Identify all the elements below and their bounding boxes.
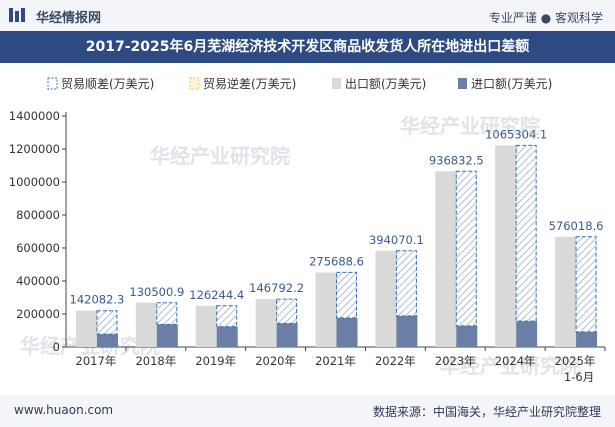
y-tick-label: 0 xyxy=(53,340,60,354)
x-tick-label: 2022年 xyxy=(375,354,416,368)
surplus-value-label: 126244.4 xyxy=(189,288,244,302)
import-bar xyxy=(276,323,298,347)
surplus-value-label: 936832.5 xyxy=(429,153,484,167)
data-labels: 142082.3 130500.9 126244.4 146792.2 275688.6… xyxy=(70,127,604,306)
surplus-value-label: 146792.2 xyxy=(249,281,304,295)
legend-label: 贸易顺差(万美元) xyxy=(61,77,154,91)
slogan: 专业严谨 ● 客观科学 xyxy=(488,11,603,25)
surplus-value-label: 1065304.1 xyxy=(485,127,547,141)
legend-item: 出口额(万美元) xyxy=(332,77,426,91)
y-tick-label: 600000 xyxy=(16,241,60,255)
export-bar xyxy=(555,236,577,347)
x-tick-label: 2019年 xyxy=(195,354,236,368)
surplus-bar xyxy=(336,271,357,319)
export-bar xyxy=(315,272,337,347)
surplus-value-label: 142082.3 xyxy=(70,293,125,307)
bars xyxy=(75,144,598,347)
import-bar xyxy=(456,325,478,347)
chart-svg: 华经产业研究院华经产业研究院华经产业研究院华经产业研究院 贸易顺差(万美元)贸易… xyxy=(9,76,606,384)
export-bar xyxy=(195,305,217,347)
y-tick-label: 800000 xyxy=(16,208,60,222)
x-tick-label: 2024年 xyxy=(495,354,536,368)
x-tick-label: 2017年 xyxy=(76,354,117,368)
x-tick-label: 2020年 xyxy=(255,354,296,368)
y-tick-label: 1000000 xyxy=(9,175,60,189)
legend-swatch xyxy=(458,78,467,89)
x-tick-label: 2023年 xyxy=(435,354,476,368)
watermark-text: 华经产业研究院 xyxy=(150,144,290,168)
x-tick-label: 2021年 xyxy=(315,354,356,368)
x-tick-label: 2018年 xyxy=(135,354,176,368)
import-bar xyxy=(96,334,118,347)
surplus-bar xyxy=(276,298,298,324)
chart-title: 2017-2025年6月芜湖经济技术开发区商品收发货人所在地进出口差额 xyxy=(0,31,615,63)
legend-label: 进口额(万美元) xyxy=(471,77,552,91)
export-bar xyxy=(135,302,157,347)
import-bar xyxy=(396,315,418,347)
surplus-bar xyxy=(395,250,417,317)
surplus-value-label: 275688.6 xyxy=(309,254,364,268)
brand-name: 华经情报网 xyxy=(36,11,102,26)
legend-swatch xyxy=(189,77,200,90)
top-bar: 华经情报网 专业严谨 ● 客观科学 xyxy=(0,0,615,30)
brand-logo-icon xyxy=(9,8,25,22)
y-tick-label: 1400000 xyxy=(9,109,60,123)
surplus-bar xyxy=(216,305,238,328)
import-bar xyxy=(336,317,358,347)
footer-url: www.huaon.com xyxy=(14,403,114,417)
import-bar xyxy=(156,324,178,347)
surplus-bar xyxy=(156,302,178,325)
surplus-bar xyxy=(96,310,118,335)
legend-item: 贸易逆差(万美元) xyxy=(189,76,296,91)
surplus-value-label: 130500.9 xyxy=(129,285,184,299)
plot-area: 华经产业研究院华经产业研究院华经产业研究院华经产业研究院 贸易顺差(万美元)贸易… xyxy=(0,63,615,395)
import-bar xyxy=(576,331,598,347)
legend-label: 贸易逆差(万美元) xyxy=(203,76,296,91)
footer-source: 数据来源：中国海关，华经产业研究院整理 xyxy=(372,405,601,419)
watermark-text: 华经产业研究院 xyxy=(400,114,540,138)
y-tick-label: 400000 xyxy=(16,274,60,288)
import-bar xyxy=(216,326,238,347)
footer: www.huaon.com 数据来源：中国海关，华经产业研究院整理 xyxy=(0,395,615,427)
surplus-value-label: 576018.6 xyxy=(549,219,604,233)
x-tick-label: 1-6月 xyxy=(564,370,594,384)
legend-label: 出口额(万美元) xyxy=(345,77,426,91)
legend-item: 贸易顺差(万美元) xyxy=(47,77,154,91)
surplus-bar xyxy=(455,170,477,327)
surplus-bar xyxy=(575,236,597,333)
export-bar xyxy=(375,250,397,347)
watermark-text: 华经产业研究院 xyxy=(440,354,580,378)
legend-item: 进口额(万美元) xyxy=(458,77,552,91)
export-bar xyxy=(495,145,517,347)
legend-swatch xyxy=(47,77,58,90)
legend-swatch xyxy=(332,78,341,89)
x-tick-label: 2025年 xyxy=(555,354,596,368)
legend: 贸易顺差(万美元) 贸易逆差(万美元) 出口额(万美元) 进口额(万美元) xyxy=(47,76,552,91)
surplus-bar xyxy=(515,144,537,322)
import-bar xyxy=(516,321,538,347)
export-bar xyxy=(435,171,457,347)
y-tick-label: 1200000 xyxy=(9,142,60,156)
export-bar xyxy=(75,310,97,347)
y-tick-label: 200000 xyxy=(16,307,60,321)
surplus-value-label: 394070.1 xyxy=(369,233,424,247)
export-bar xyxy=(255,299,277,347)
